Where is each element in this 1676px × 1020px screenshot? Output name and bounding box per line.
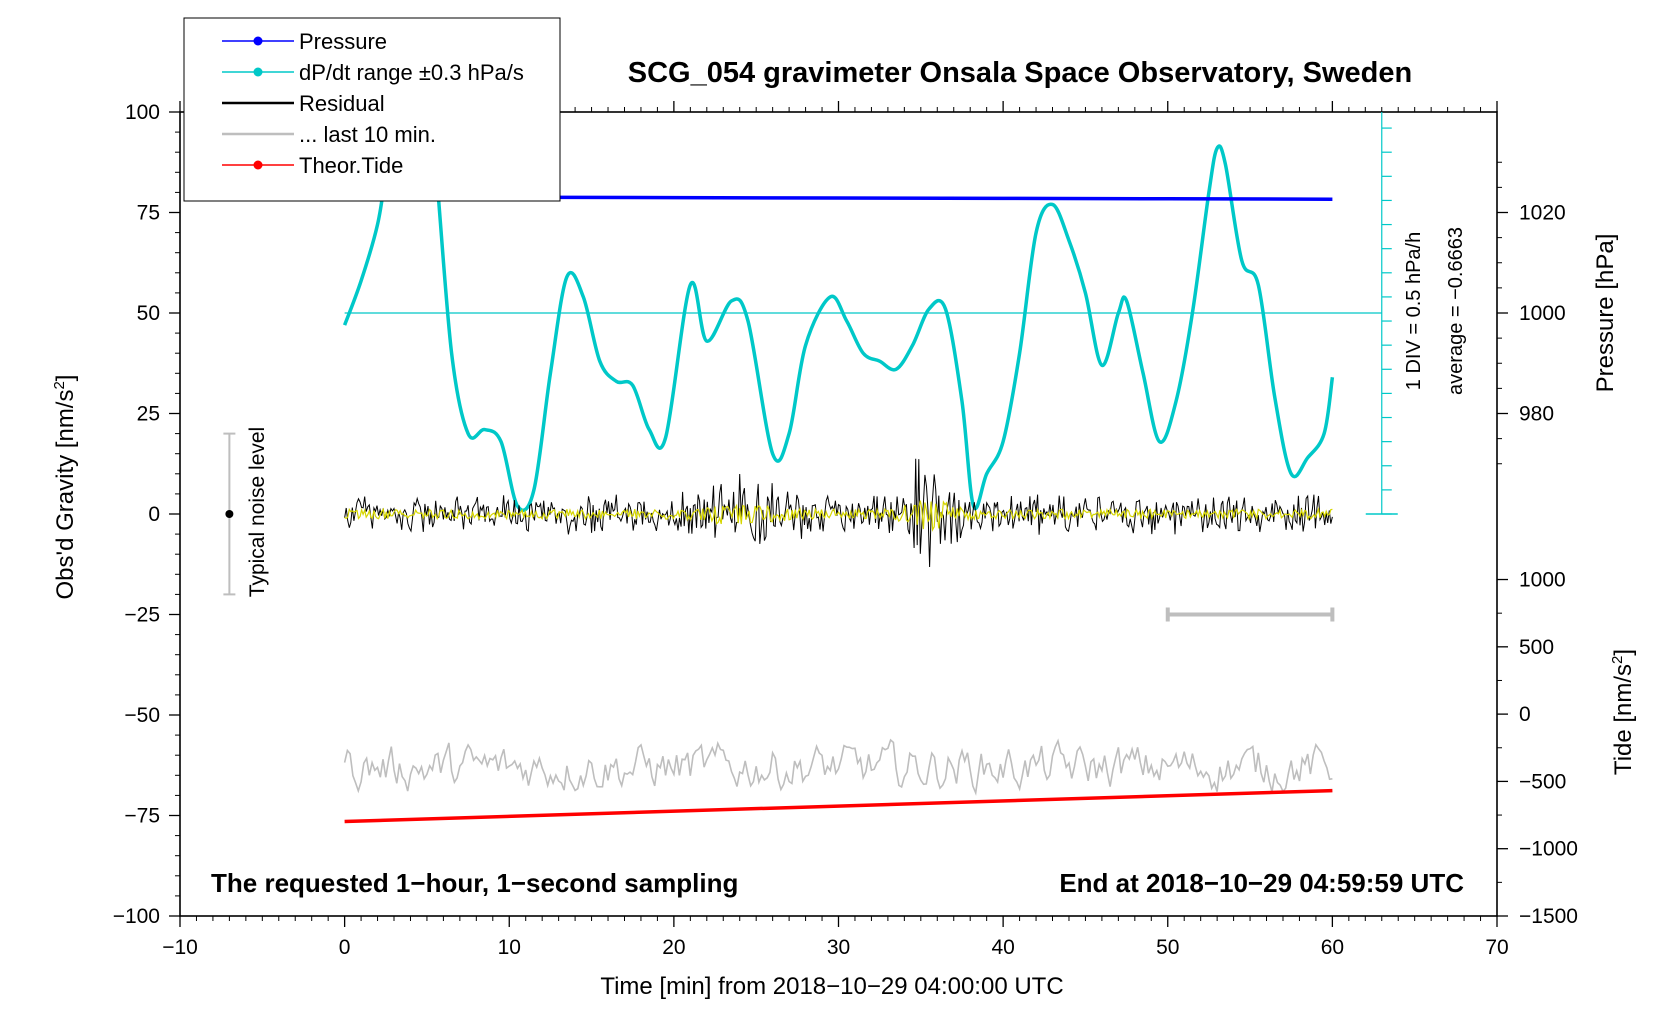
x-tick-label: −10	[162, 936, 198, 959]
bottom-right-note: End at 2018−10−29 04:59:59 UTC	[1059, 868, 1464, 898]
y-tick-label: −50	[124, 704, 160, 727]
y-axis-label-close: ]	[52, 375, 79, 382]
chart-title: SCG_054 gravimeter Onsala Space Observat…	[628, 57, 1412, 89]
x-tick-label: 60	[1321, 936, 1344, 959]
x-tick-label: 40	[991, 936, 1014, 959]
tide-axis-label-text: Tide [nm/s	[1610, 664, 1637, 775]
dpdt-div-label: 1 DIV = 0.5 hPa/h	[1403, 232, 1425, 390]
y-tick-label: −25	[124, 604, 160, 627]
x-tick-label: 30	[827, 936, 850, 959]
pressure-tick-label: 1000	[1519, 302, 1566, 325]
x-tick-label: 70	[1485, 936, 1508, 959]
y-tick-label: 50	[137, 302, 160, 325]
legend-marker	[253, 36, 263, 46]
tide-tick-label: −1500	[1519, 905, 1578, 928]
y-axis-label-text: Obs'd Gravity [nm/s	[52, 390, 79, 600]
legend-label: dP/dt range ±0.3 hPa/s	[299, 60, 524, 85]
x-tick-label: 0	[339, 936, 351, 959]
tide-tick-label: 1000	[1519, 569, 1566, 592]
y-tick-label: −100	[113, 905, 160, 928]
dpdt-series-line	[342, 112, 1335, 512]
tide-series-line	[344, 788, 1333, 824]
y-tick-label: 25	[137, 403, 160, 426]
legend-box	[183, 17, 561, 202]
noise-level-label: Typical noise level	[246, 427, 269, 597]
tide-axis-label: Tide [nm/s2]	[1609, 649, 1637, 775]
tide-tick-label: 500	[1519, 636, 1554, 659]
y-tick-label: 100	[125, 101, 160, 124]
pressure-axis-label: Pressure [hPa]	[1592, 234, 1619, 393]
y-tick-label: −75	[124, 805, 160, 828]
y-axis-label: Obs'd Gravity [nm/s2]	[51, 375, 79, 600]
tide-axis-label-sup: 2	[1609, 656, 1626, 664]
y-axis-label-sup: 2	[51, 381, 68, 389]
bottom-left-note: The requested 1−hour, 1−second sampling	[211, 868, 738, 898]
last10-series-line	[343, 738, 1333, 796]
chart-marks: −10 0 10 20 30 40 50 60 701007550250−25−50−75−10…	[113, 101, 1578, 959]
x-tick-label: 20	[662, 936, 685, 959]
legend-label: Theor.Tide	[299, 153, 403, 178]
legend-label: ... last 10 min.	[299, 122, 436, 147]
tide-tick-label: −1000	[1519, 838, 1578, 861]
tide-axis-label-close: ]	[1610, 649, 1637, 656]
y-tick-label: 75	[137, 202, 160, 225]
y-tick-label: 0	[148, 503, 160, 526]
tide-tick-label: −500	[1519, 770, 1566, 793]
legend-marker	[253, 160, 263, 170]
legend-label: Pressure	[299, 29, 387, 54]
pressure-tick-label: 1020	[1519, 202, 1566, 225]
tide-tick-label: 0	[1519, 703, 1531, 726]
x-axis-label: Time [min] from 2018−10−29 04:00:00 UTC	[600, 973, 1063, 1000]
x-tick-label: 50	[1156, 936, 1179, 959]
dpdt-average-label: average = −0.6663	[1445, 227, 1467, 395]
residual-smoothed-line	[344, 500, 1333, 532]
legend-marker	[253, 67, 263, 77]
x-tick-label: 10	[498, 936, 521, 959]
legend: Pressure dP/dt range ±0.3 hPa/s Residual..…	[183, 17, 561, 202]
pressure-tick-label: 980	[1519, 403, 1554, 426]
noise-level-dot	[225, 510, 234, 518]
legend-label: Residual	[299, 91, 385, 116]
